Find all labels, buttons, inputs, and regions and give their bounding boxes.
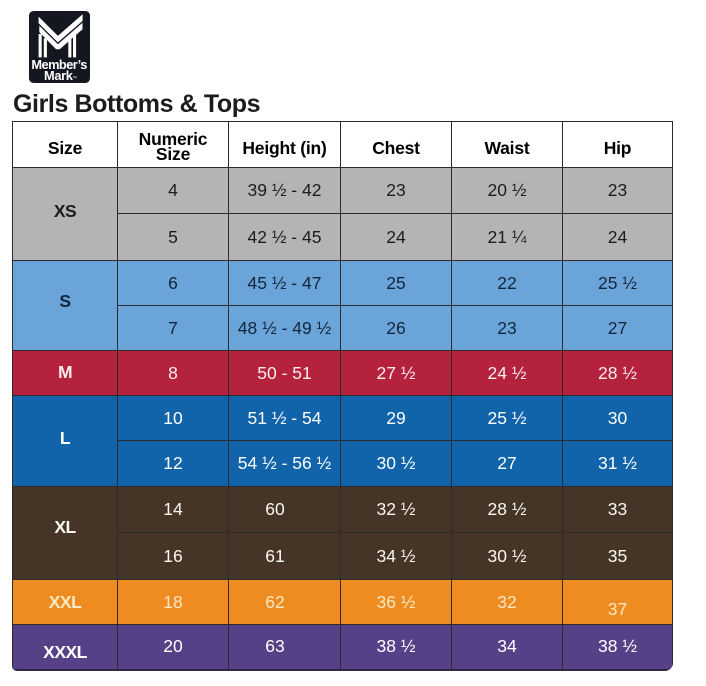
svg-text:™: ™ (72, 76, 77, 81)
svg-text:Mark: Mark (44, 68, 74, 83)
svg-text:Member’s: Member’s (31, 57, 87, 72)
